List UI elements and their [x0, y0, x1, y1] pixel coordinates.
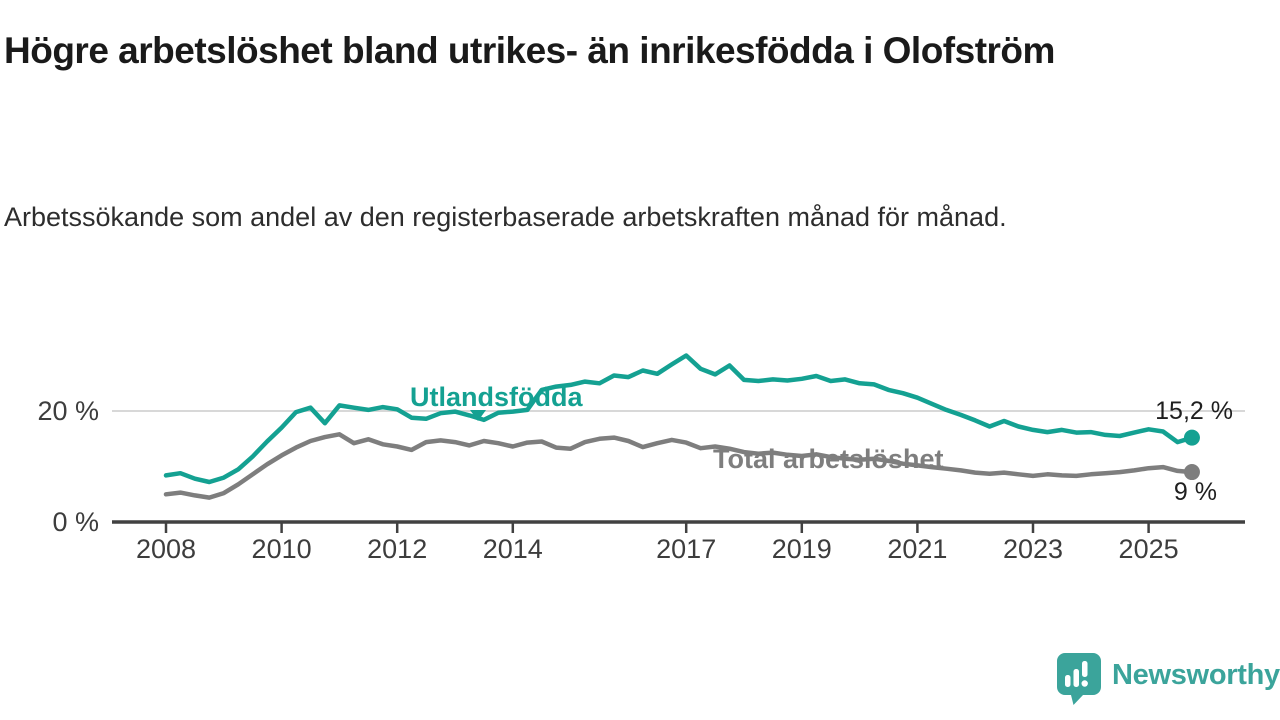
label-pointer-down-icon [470, 410, 486, 421]
series-line-utlandsfodda [163, 353, 1195, 485]
series-label-utlandsfodda: Utlandsfödda [410, 382, 583, 412]
x-axis-ticks [164, 522, 1150, 533]
x-tick-label: 2023 [1002, 534, 1064, 564]
chart-subtitle: Arbetssökande som andel av den registerb… [4, 202, 1007, 232]
y-tick-label: 20 % [37, 396, 99, 426]
newsworthy-wordmark: Newsworthy [1112, 659, 1280, 691]
y-tick-label: 0 % [52, 507, 99, 537]
chart-title: Högre arbetslöshet bland utrikes- än inr… [4, 30, 1055, 71]
end-dot-utlandsfodda [1183, 429, 1200, 446]
newsworthy-logo-icon [1057, 653, 1101, 705]
series-label-total-arbetsloshet: Total arbetslöshet [713, 444, 944, 474]
value-label-utlandsfodda: 15,2 % [1155, 397, 1233, 425]
x-tick-label: 2019 [771, 534, 832, 564]
x-tick-label: 2008 [135, 534, 197, 564]
x-tick-label: 2017 [656, 534, 717, 564]
x-tick-label: 2021 [887, 534, 948, 564]
x-tick-label: 2025 [1118, 534, 1179, 564]
newsworthy-logo: Newsworthy [1056, 652, 1280, 705]
value-label-total-arbetsloshet: 9 % [1173, 478, 1217, 506]
x-tick-label: 2014 [482, 534, 543, 564]
x-tick-label: 2010 [251, 534, 312, 564]
x-tick-label: 2012 [367, 534, 428, 564]
series-line-total-arbetsloshet [163, 432, 1195, 500]
end-dot-total-arbetsloshet [1183, 464, 1200, 481]
